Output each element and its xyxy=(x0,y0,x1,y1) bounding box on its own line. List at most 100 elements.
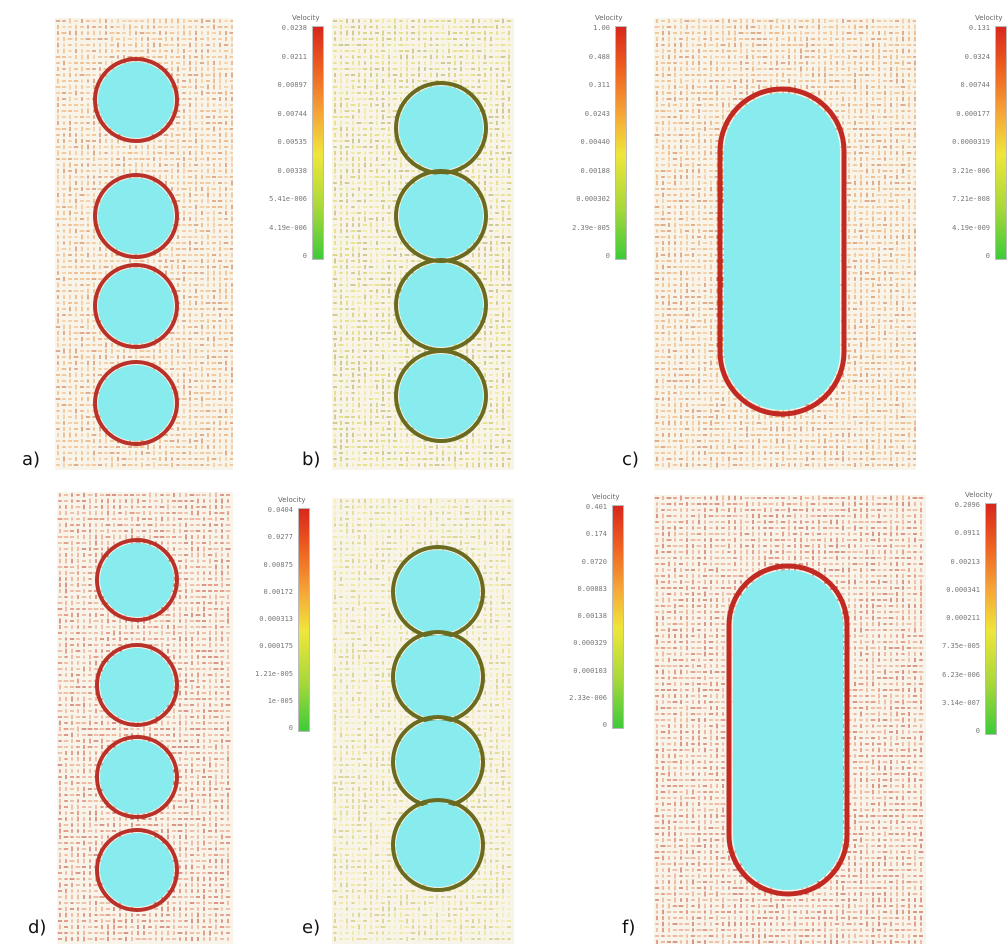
legend-tick-label: 0.0211 xyxy=(281,52,307,61)
legend-tick-label: 0.131 xyxy=(968,24,990,32)
legend-color-bar xyxy=(312,26,324,260)
particle-circle xyxy=(98,268,174,344)
legend-tick-label: 7.21e-008 xyxy=(952,195,990,203)
particle-circle xyxy=(98,178,174,254)
legend-tick-label: 0.000177 xyxy=(956,109,990,118)
legend-tick-label: 0.0911 xyxy=(954,529,980,538)
color-legend-c: Velocity 1.00 0.488 0.311 0.0243 0.00440 0.001… xyxy=(540,14,630,272)
legend-tick-label: 0.00897 xyxy=(277,81,307,89)
legend-tick-label: 2.39e-005 xyxy=(572,223,610,232)
particle-circle xyxy=(396,803,480,887)
particle-boundary xyxy=(95,538,179,622)
vector-field-panel-a xyxy=(55,18,233,470)
particle-chain-boundary xyxy=(717,86,847,417)
panel-label-d: d) xyxy=(28,917,47,938)
legend-title: Velocity xyxy=(965,491,993,499)
legend-tick-label: 3.14e-007 xyxy=(942,698,980,707)
particle-circle xyxy=(100,648,174,722)
legend-color-bar xyxy=(995,26,1007,260)
legend-tick-label: 0.00744 xyxy=(277,109,307,118)
panel-label-c: c) xyxy=(622,449,639,470)
particle-boundary xyxy=(93,57,179,143)
panel-label-f: f) xyxy=(622,917,636,938)
legend-tick-label: 0.000341 xyxy=(946,585,980,594)
particle-boundary xyxy=(95,643,179,727)
particle-circle xyxy=(396,635,480,719)
legend-tick-label: 1e-005 xyxy=(267,696,293,705)
legend-tick-label: 0.00213 xyxy=(950,557,980,566)
legend-tick-label: 0.000302 xyxy=(576,195,610,203)
legend-tick-label: 0.00338 xyxy=(277,166,307,175)
legend-title: Velocity xyxy=(278,496,306,504)
panel-label-b: b) xyxy=(302,449,321,470)
legend-tick-label: 0.000329 xyxy=(573,639,607,648)
legend-tick-label: 0.2096 xyxy=(954,501,980,509)
legend-tick-label: 0.174 xyxy=(585,530,607,539)
legend-tick-label: 0.0238 xyxy=(281,24,307,32)
legend-tick-label: 0.0720 xyxy=(581,557,607,566)
legend-color-bar xyxy=(612,505,624,729)
particle-circle xyxy=(98,62,174,138)
legend-tick-label: 3.21e-006 xyxy=(952,166,990,175)
particle-circle xyxy=(399,174,483,258)
color-legend-a: Velocity 0.0238 0.0211 0.00897 0.00744 0.0053… xyxy=(237,14,327,272)
legend-tick-label: 0.0243 xyxy=(584,109,610,118)
particle-circle xyxy=(100,740,174,814)
panel-label-a: a) xyxy=(22,449,41,470)
particle-circle xyxy=(98,365,174,441)
particle-chain-body xyxy=(724,151,840,352)
legend-tick-label: 0 xyxy=(602,721,607,729)
legend-tick-label: 0.00535 xyxy=(277,138,307,146)
legend-tick-label: 0 xyxy=(302,252,307,260)
particle-boundary xyxy=(394,349,488,443)
legend-tick-label: 7.35e-005 xyxy=(942,642,980,651)
legend-tick-label: 0 xyxy=(985,252,990,260)
particle-chain-body xyxy=(733,625,843,835)
legend-tick-label: 0.00188 xyxy=(580,166,610,175)
legend-color-bar xyxy=(985,503,997,735)
color-legend-c2: Velocity 0.131 0.0324 0.00744 0.000177 0.0000… xyxy=(920,14,1008,272)
vector-field-panel-c xyxy=(654,18,916,470)
particle-boundary xyxy=(391,798,485,892)
legend-title: Velocity xyxy=(595,14,623,22)
particle-boundary xyxy=(93,173,179,259)
particle-circle xyxy=(100,543,174,617)
legend-tick-label: 0.00744 xyxy=(960,81,990,89)
legend-color-bar xyxy=(615,26,627,260)
particle-boundary xyxy=(93,263,179,349)
particle-circle xyxy=(399,354,483,438)
legend-tick-label: 5.41e-006 xyxy=(269,195,307,203)
legend-title: Velocity xyxy=(975,14,1003,22)
color-legend-d: Velocity 0.0404 0.0277 0.00875 0.00172 0.0003… xyxy=(223,496,313,744)
legend-title: Velocity xyxy=(592,493,620,501)
legend-tick-label: 0.00440 xyxy=(580,138,610,146)
particle-circle xyxy=(396,550,480,634)
legend-tick-label: 2.33e-006 xyxy=(569,693,607,702)
legend-tick-label: 0.488 xyxy=(588,52,610,61)
legend-color-bar xyxy=(298,508,310,732)
particle-boundary xyxy=(95,828,179,912)
legend-tick-label: 0.311 xyxy=(588,81,610,89)
legend-tick-label: 6.23e-006 xyxy=(942,670,980,679)
legend-tick-label: 0.00172 xyxy=(263,587,293,596)
legend-tick-label: 0.000211 xyxy=(946,614,980,622)
legend-tick-label: 1.00 xyxy=(593,24,610,32)
legend-tick-label: 0.000313 xyxy=(259,615,293,623)
particle-boundary xyxy=(93,360,179,446)
color-legend-f: Velocity 0.2096 0.0911 0.00213 0.000341 0.000… xyxy=(910,491,1000,747)
particle-circle xyxy=(100,833,174,907)
legend-tick-label: 4.19e-006 xyxy=(269,223,307,232)
legend-tick-label: 1.21e-005 xyxy=(255,669,293,678)
legend-tick-label: 0.0277 xyxy=(267,533,293,542)
legend-tick-label: 4.19e-009 xyxy=(952,223,990,232)
legend-tick-label: 0.000103 xyxy=(573,666,607,675)
legend-tick-label: 0.401 xyxy=(585,503,607,511)
legend-tick-label: 0 xyxy=(975,727,980,735)
legend-tick-label: 0.00875 xyxy=(263,560,293,569)
color-legend-e2: Velocity 0.401 0.174 0.0720 0.00883 0.00138 0.… xyxy=(537,493,627,741)
legend-tick-label: 0.0324 xyxy=(964,52,990,61)
vector-field-panel-e xyxy=(332,498,514,944)
legend-tick-label: 0 xyxy=(288,724,293,732)
legend-tick-label: 0 xyxy=(605,252,610,260)
